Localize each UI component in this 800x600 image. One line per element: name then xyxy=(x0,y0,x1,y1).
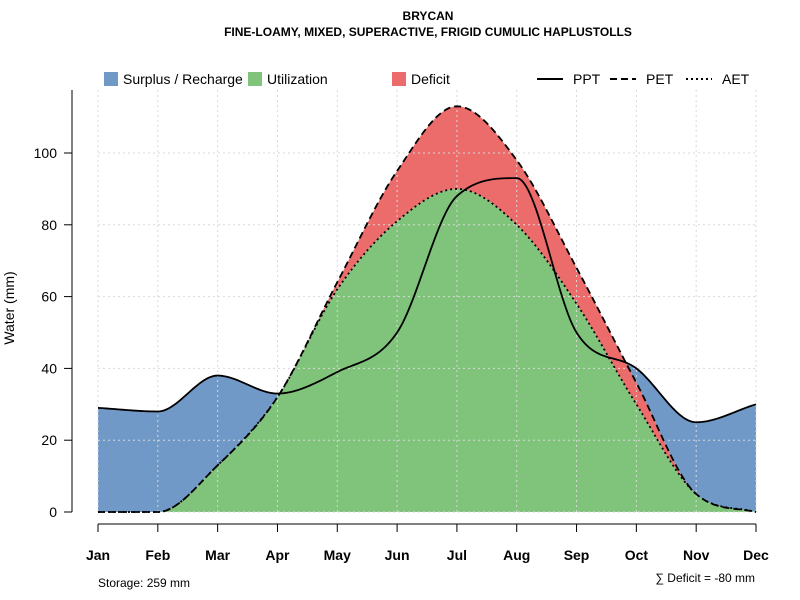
legend-label-fill-1: Utilization xyxy=(267,71,328,87)
y-tick-label: 40 xyxy=(41,360,57,376)
chart-title: BRYCAN xyxy=(403,9,454,23)
series-line-ppt xyxy=(97,177,757,424)
y-tick-label: 100 xyxy=(34,145,58,161)
y-tick-label: 60 xyxy=(41,289,57,305)
x-tick-label-sep: Sep xyxy=(564,547,590,563)
area-fills xyxy=(98,106,756,512)
legend-swatch-1 xyxy=(248,72,262,86)
legend-label-fill-2: Deficit xyxy=(411,71,450,87)
legend-label-ppt: PPT xyxy=(573,71,601,87)
series-lines xyxy=(97,105,757,513)
x-tick-label-feb: Feb xyxy=(145,547,170,563)
y-axis-title: Water (mm) xyxy=(1,271,17,344)
legend: Surplus / Recharge Utilization Deficit PPT P… xyxy=(104,71,750,87)
x-tick-label-aug: Aug xyxy=(503,547,530,563)
legend-label-pet: PET xyxy=(646,71,674,87)
deficit-label: ∑ Deficit = -80 mm xyxy=(655,571,755,585)
axes: 0 20 40 60 80 100 Jan Feb Mar Apr May Jun Jul Aug Sep O… xyxy=(34,90,769,563)
deficit-area xyxy=(98,106,756,512)
x-tick-label-mar: Mar xyxy=(205,547,230,563)
x-tick-label-jun: Jun xyxy=(385,547,410,563)
x-tick-label-apr: Apr xyxy=(265,547,290,563)
x-tick-label-may: May xyxy=(324,547,351,563)
chart-subtitle: FINE-LOAMY, MIXED, SUPERACTIVE, FRIGID C… xyxy=(224,25,632,39)
legend-label-fill-0: Surplus / Recharge xyxy=(123,71,243,87)
y-tick-label: 80 xyxy=(41,217,57,233)
utilization-area xyxy=(98,188,756,512)
y-tick-label: 20 xyxy=(41,432,57,448)
x-tick-label-jul: Jul xyxy=(447,547,467,563)
y-tick-label: 0 xyxy=(49,504,57,520)
x-tick-label-jan: Jan xyxy=(86,547,110,563)
legend-swatch-2 xyxy=(392,72,406,86)
x-tick-label-nov: Nov xyxy=(683,547,710,563)
surplus-recharge-area xyxy=(98,106,756,512)
legend-label-aet: AET xyxy=(722,71,750,87)
legend-swatch-0 xyxy=(104,72,118,86)
grid-lines xyxy=(97,90,757,513)
storage-label: Storage: 259 mm xyxy=(98,576,190,590)
x-tick-label-dec: Dec xyxy=(743,547,769,563)
x-tick-label-oct: Oct xyxy=(625,547,649,563)
series-line-pet xyxy=(98,105,757,513)
